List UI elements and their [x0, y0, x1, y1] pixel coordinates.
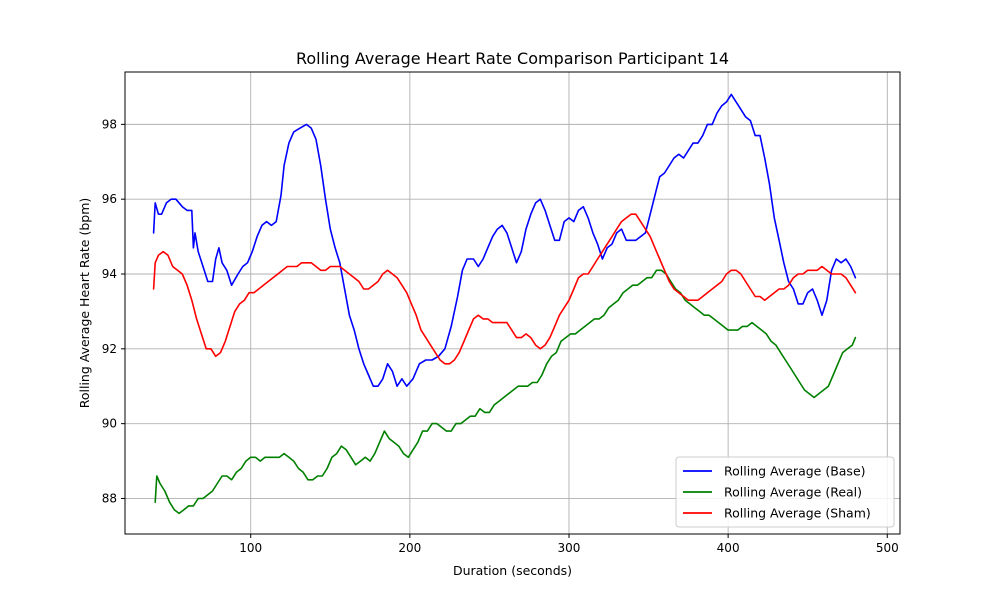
- plot-frame: [124, 71, 901, 535]
- y-tick-label: 98: [102, 117, 117, 131]
- series-lines: [152, 93, 857, 515]
- legend-label: Rolling Average (Real): [724, 485, 862, 500]
- x-tick-label: 100: [239, 541, 262, 555]
- series-line-rolling-average-real: [154, 269, 857, 515]
- y-tick-label: 90: [102, 417, 117, 431]
- x-axis-ticks: 100 200 300 400 500: [239, 534, 899, 555]
- y-axis-label: Rolling Average Heart Rate (bpm): [77, 198, 92, 409]
- x-axis-label: Duration (seconds): [453, 563, 572, 578]
- x-tick-label: 400: [717, 541, 740, 555]
- legend-label: Rolling Average (Base): [724, 464, 866, 479]
- x-tick-label: 200: [398, 541, 421, 555]
- y-tick-label: 92: [102, 342, 117, 356]
- series-line-rolling-average-sham: [152, 213, 857, 365]
- y-tick-label: 96: [102, 192, 117, 206]
- legend: Rolling Average (Base) Rolling Average (R…: [675, 456, 895, 528]
- x-tick-label: 500: [876, 541, 899, 555]
- y-tick-label: 88: [102, 491, 117, 505]
- y-axis-ticks: 88 90 92 94 96 98: [102, 117, 125, 505]
- legend-label: Rolling Average (Sham): [724, 506, 871, 521]
- legend-box: [675, 456, 895, 528]
- chart-title: Rolling Average Heart Rate Comparison Pa…: [296, 49, 729, 68]
- x-tick-label: 300: [558, 541, 581, 555]
- series-line-rolling-average-base: [152, 93, 857, 387]
- y-tick-label: 94: [102, 267, 117, 281]
